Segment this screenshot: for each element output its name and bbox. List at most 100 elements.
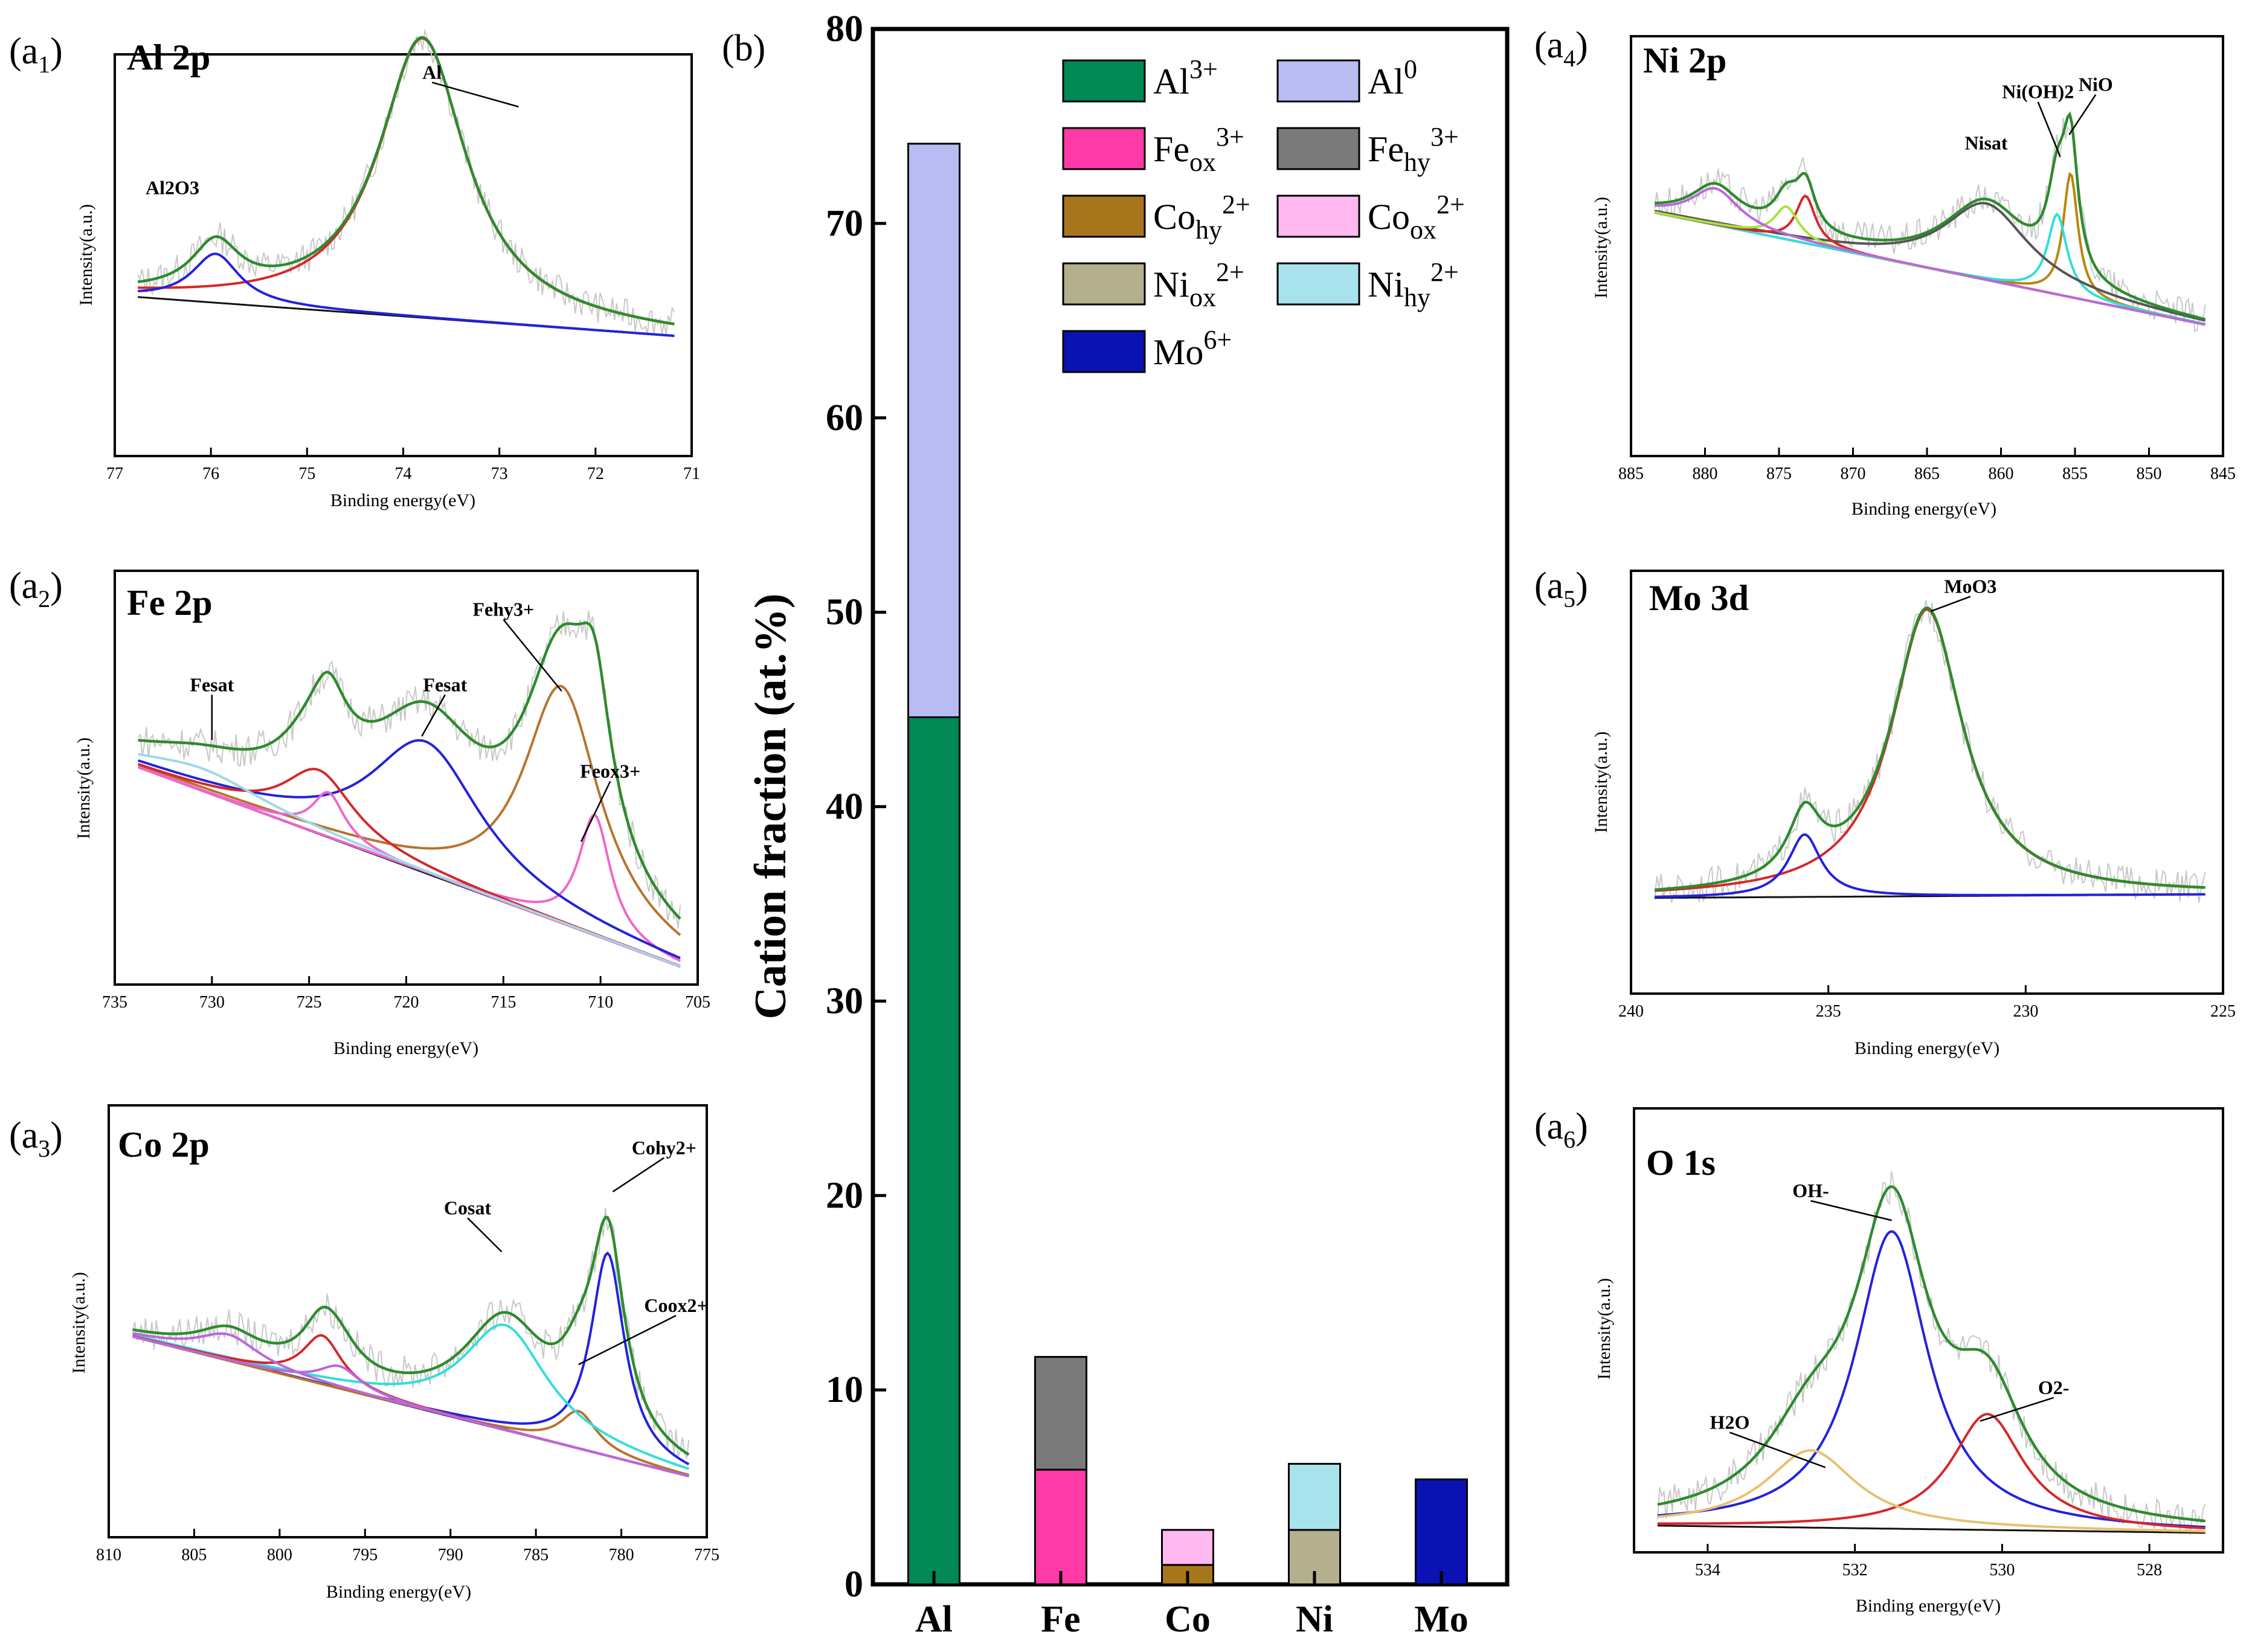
panel-a2: (a2) Fe 2p 735 730 725 720 715 710 705 Fesat Fe… xyxy=(9,565,710,1058)
x-tick-label: 775 xyxy=(694,1546,719,1564)
peak-annotation: Coox2+ xyxy=(644,1294,707,1316)
bar-al-al0 xyxy=(907,143,960,718)
y-ticks: 0 10 20 30 40 50 60 70 80 xyxy=(826,8,886,1605)
annotation-arrow xyxy=(2068,94,2097,135)
x-ticks: Al Fe Co Ni Mo xyxy=(915,1571,1469,1640)
bar-mo-mo6- xyxy=(1415,1478,1468,1586)
spectrum-lines xyxy=(1654,600,2206,903)
x-tick-label: 800 xyxy=(267,1546,292,1564)
peak-annotation: Cohy2+ xyxy=(632,1137,697,1159)
peak-annotation: Fehy3+ xyxy=(472,599,534,620)
peak-annotation: MoO3 xyxy=(1944,576,1996,597)
x-tick-label: 530 xyxy=(1989,1561,2015,1580)
peak-fe-sat xyxy=(138,739,681,959)
peak-annotation: Nisat xyxy=(1964,132,2007,153)
x-tick-label: 810 xyxy=(96,1546,121,1564)
peak-fe-sat4 xyxy=(138,753,681,968)
legend-swatch xyxy=(1062,330,1146,373)
panel-a3: (a3) Co 2p 810 805 800 795 790 785 780 775 Cosa… xyxy=(9,1104,719,1602)
bar-fe-fe-hy3- xyxy=(1034,1355,1087,1471)
annotation-arrow xyxy=(1810,1200,1892,1221)
annotation-arrow xyxy=(580,780,611,842)
peak-co-sat xyxy=(132,1323,689,1470)
peak-annotation: Fesat xyxy=(423,673,467,695)
peak-annotation: NiO xyxy=(2079,74,2113,95)
x-tick-label: 72 xyxy=(587,464,604,483)
spectrum-title: O 1s xyxy=(1646,1143,1716,1183)
peak-al2o3 xyxy=(138,252,675,337)
x-axis-label: Binding energy(eV) xyxy=(1851,499,1996,519)
x-tick-label: 532 xyxy=(1842,1561,1868,1580)
envelope-line xyxy=(1657,1185,2205,1523)
x-tick-label: 855 xyxy=(2062,464,2088,483)
plot-frame xyxy=(1630,35,2224,457)
x-tick-label: 860 xyxy=(1989,464,2014,483)
legend-label: Coox2+ xyxy=(1368,190,1465,245)
annotation-arrow xyxy=(503,619,562,692)
bar-co-co-ox2- xyxy=(1161,1529,1214,1566)
annotations: Fesat Fesat Fehy3+ Feox3+ xyxy=(190,599,640,842)
y-tick-label: 30 xyxy=(826,980,863,1021)
annotations: MoO3 xyxy=(1931,576,1996,612)
y-tick-label: 50 xyxy=(826,592,863,633)
legend-label: Feox3+ xyxy=(1153,122,1244,177)
plot-frame xyxy=(108,1104,708,1538)
spectrum-title: Mo 3d xyxy=(1649,578,1749,618)
x-tick-label: 225 xyxy=(2210,1002,2236,1021)
annotation-arrow xyxy=(467,1217,503,1253)
x-tick-label: 715 xyxy=(491,993,516,1012)
x-tick-label: Ni xyxy=(1296,1599,1333,1640)
annotation-arrow xyxy=(1980,1396,2054,1422)
x-tick-label: Mo xyxy=(1414,1599,1469,1640)
peak-oh- xyxy=(1657,1230,2205,1529)
annotation-arrow xyxy=(421,694,446,737)
x-tick-label: 725 xyxy=(297,993,322,1012)
y-axis-label: Cation fraction (at.%) xyxy=(746,594,796,1020)
legend-label: Al0 xyxy=(1368,54,1417,101)
legend: Al3+ Al0 Feox3+ Fehy3+ Cohy2+ Coox2+ Niox2+ Nih… xyxy=(1062,54,1465,373)
x-axis-label: Binding energy(eV) xyxy=(1856,1596,2001,1616)
bar-al-al3- xyxy=(907,716,960,1586)
raw-data-line xyxy=(1657,1171,2206,1535)
x-tick-label: 77 xyxy=(106,464,123,483)
y-axis-label: Intensity(a.u.) xyxy=(1591,731,1611,833)
x-ticks: 77 76 75 74 73 72 71 xyxy=(106,448,700,483)
panel-label: (a2) xyxy=(9,565,63,612)
spectrum-title: Ni 2p xyxy=(1643,40,1726,80)
peak-ni-sat xyxy=(1654,202,2206,322)
spectrum-lines xyxy=(1657,1171,2206,1535)
x-ticks: 810 805 800 795 790 785 780 775 xyxy=(96,1529,719,1564)
raw-data-line xyxy=(1654,118,2206,332)
y-tick-label: 40 xyxy=(826,786,863,828)
peak-mo-3d3 xyxy=(1655,833,2205,898)
x-tick-label: 865 xyxy=(1914,464,1940,483)
x-tick-label: Co xyxy=(1165,1599,1211,1640)
legend-swatch xyxy=(1276,262,1360,306)
panel-a4: (a4) Ni 2p 885 880 875 870 865 860 855 850 845 N… xyxy=(1534,25,2236,519)
plot-frame xyxy=(1630,570,2224,995)
plot-frame xyxy=(114,53,693,457)
panel-a1: (a1) Al 2p 77 76 75 74 73 72 71 Al Al2O3 Bindin… xyxy=(9,28,700,510)
peak-annotation: Al xyxy=(422,61,442,83)
x-tick-label: 710 xyxy=(588,993,613,1012)
annotation-arrow xyxy=(431,82,519,108)
peak-al xyxy=(138,37,675,326)
y-tick-label: 60 xyxy=(826,397,863,439)
legend-label: Cohy2+ xyxy=(1153,190,1250,245)
x-tick-label: 534 xyxy=(1695,1561,1720,1580)
peak-annotation: H2O xyxy=(1710,1411,1750,1433)
envelope-line xyxy=(1655,111,2206,321)
envelope-line xyxy=(137,36,675,326)
x-tick-label: 795 xyxy=(352,1546,378,1564)
x-tick-label: 880 xyxy=(1693,464,1718,483)
envelope-line xyxy=(132,1215,690,1456)
annotations: Cosat Cohy2+ Coox2+ xyxy=(444,1137,708,1366)
x-tick-label: 805 xyxy=(181,1546,207,1564)
y-axis-label: Intensity(a.u.) xyxy=(76,204,96,306)
y-tick-label: 0 xyxy=(845,1564,863,1605)
x-tick-label: 845 xyxy=(2210,464,2236,483)
y-tick-label: 10 xyxy=(826,1369,863,1410)
x-tick-label: 720 xyxy=(394,993,419,1012)
annotations: OH- O2- H2O xyxy=(1710,1180,2069,1468)
